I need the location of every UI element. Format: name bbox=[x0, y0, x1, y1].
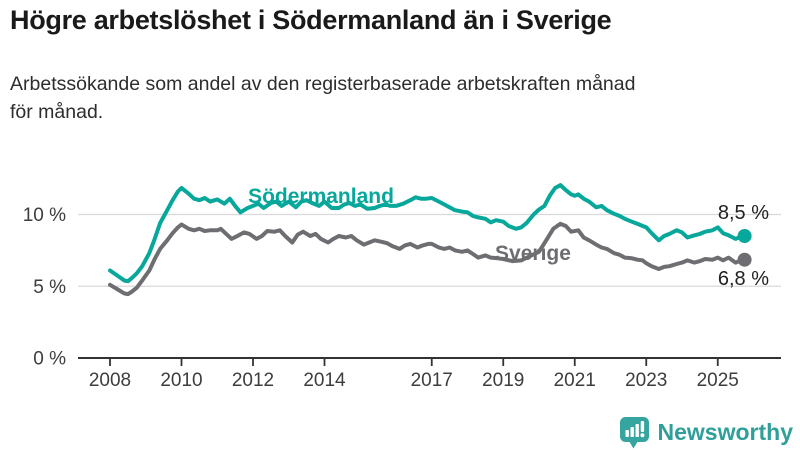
value-label-sodermanland: 8,5 % bbox=[718, 202, 769, 224]
series-line-sverige bbox=[108, 221, 747, 297]
chart-subtitle: Arbetssökande som andel av den registerb… bbox=[10, 70, 780, 126]
series-line-sodermanland bbox=[108, 183, 747, 284]
x-tick-label: 2023 bbox=[625, 370, 667, 391]
series-end-dot-sodermanland bbox=[737, 229, 752, 243]
subtitle-line-1: Arbetssökande som andel av den registerb… bbox=[10, 73, 636, 95]
x-tick-label: 2014 bbox=[303, 370, 346, 391]
x-tick-label: 2021 bbox=[554, 370, 596, 391]
series-label-sverige: Sverige bbox=[495, 242, 571, 265]
newsworthy-bubble-chart-icon bbox=[619, 416, 649, 448]
x-tick-label: 2019 bbox=[482, 370, 524, 391]
x-tick-label: 2025 bbox=[697, 370, 739, 391]
y-tick-label: 0 % bbox=[33, 349, 66, 370]
x-tick-label: 2008 bbox=[89, 370, 131, 391]
x-tick-label: 2010 bbox=[160, 370, 202, 391]
page-title: Högre arbetslöshet i Södermanland än i S… bbox=[10, 5, 612, 35]
x-tick-label: 2012 bbox=[232, 370, 274, 391]
y-tick-label: 10 % bbox=[23, 205, 66, 226]
series-label-sodermanland: Södermanland bbox=[248, 185, 394, 208]
value-label-sverige: 6,8 % bbox=[718, 268, 769, 290]
x-tick-label: 2017 bbox=[411, 370, 453, 391]
subtitle-line-2: för månad. bbox=[10, 101, 104, 123]
newsworthy-logo-text: Newsworthy bbox=[657, 418, 793, 445]
series-end-dot-sverige bbox=[737, 252, 752, 267]
y-tick-label: 5 % bbox=[33, 277, 66, 298]
newsworthy-logo[interactable]: Newsworthy bbox=[619, 415, 793, 449]
